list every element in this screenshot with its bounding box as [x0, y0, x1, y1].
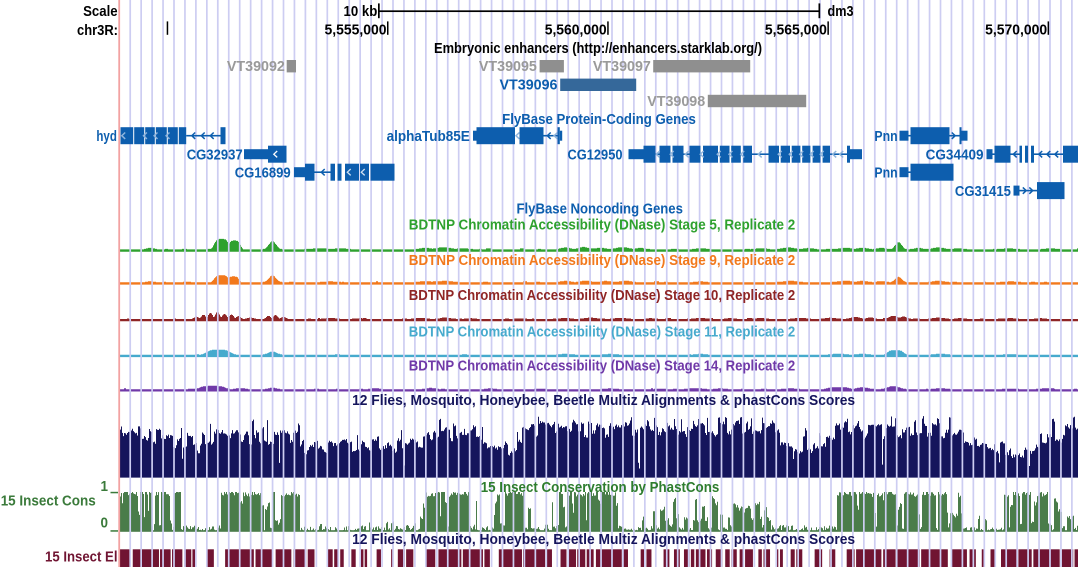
- svg-text:VT39095: VT39095: [479, 59, 537, 75]
- svg-text:FlyBase Noncoding Genes: FlyBase Noncoding Genes: [517, 202, 683, 218]
- svg-text:CG16899: CG16899: [235, 165, 291, 181]
- svg-text:Embryonic enhancers (http://en: Embryonic enhancers (http://enhancers.st…: [434, 41, 762, 57]
- svg-text:VT39097: VT39097: [593, 59, 651, 75]
- svg-text:0: 0: [101, 515, 109, 531]
- svg-text:VT39092: VT39092: [227, 59, 285, 75]
- svg-text:5,565,000: 5,565,000: [765, 23, 827, 39]
- svg-text:12 Flies, Mosquito, Honeybee,: 12 Flies, Mosquito, Honeybee, Beetle Mul…: [352, 532, 855, 548]
- svg-text:15 Insect Conservation by Phas: 15 Insect Conservation by PhastCons: [481, 480, 720, 496]
- svg-text:BDTNP Chromatin Accessibility: BDTNP Chromatin Accessibility (DNase) St…: [409, 217, 795, 233]
- svg-text:alphaTub85E: alphaTub85E: [387, 129, 471, 145]
- svg-text:15 Insect El: 15 Insect El: [45, 550, 118, 566]
- svg-text:hyd: hyd: [96, 129, 117, 145]
- svg-text:BDTNP Chromatin Accessibility: BDTNP Chromatin Accessibility (DNase) St…: [409, 288, 795, 304]
- svg-text:5,555,000: 5,555,000: [325, 23, 387, 39]
- svg-text:CG12950: CG12950: [568, 147, 623, 163]
- svg-text:10 kb: 10 kb: [344, 4, 378, 20]
- svg-text:CG31415: CG31415: [955, 184, 1011, 200]
- svg-text:1: 1: [101, 479, 109, 495]
- svg-text:BDTNP Chromatin Accessibility: BDTNP Chromatin Accessibility (DNase) St…: [409, 324, 795, 340]
- svg-text:dm3: dm3: [828, 4, 854, 20]
- svg-text:VT39096: VT39096: [500, 78, 558, 94]
- svg-text:15 Insect Cons: 15 Insect Cons: [1, 494, 96, 510]
- svg-text:CG32937: CG32937: [187, 147, 243, 163]
- svg-text:BDTNP Chromatin Accessibility: BDTNP Chromatin Accessibility (DNase) St…: [409, 253, 795, 269]
- svg-text:12 Flies, Mosquito, Honeybee,: 12 Flies, Mosquito, Honeybee, Beetle Mul…: [352, 393, 855, 409]
- svg-text:Pnn: Pnn: [874, 129, 897, 145]
- svg-text:Scale: Scale: [83, 4, 118, 20]
- svg-text:5,570,000: 5,570,000: [985, 23, 1047, 39]
- svg-text:FlyBase Protein-Coding Genes: FlyBase Protein-Coding Genes: [502, 112, 696, 128]
- svg-text:Pnn: Pnn: [874, 165, 897, 181]
- svg-text:BDTNP Chromatin Accessibility: BDTNP Chromatin Accessibility (DNase) St…: [409, 358, 795, 374]
- svg-text:5,560,000: 5,560,000: [545, 23, 607, 39]
- svg-text:chr3R:: chr3R:: [77, 23, 118, 39]
- svg-text:CG34409: CG34409: [926, 147, 984, 163]
- svg-text:VT39098: VT39098: [647, 94, 705, 110]
